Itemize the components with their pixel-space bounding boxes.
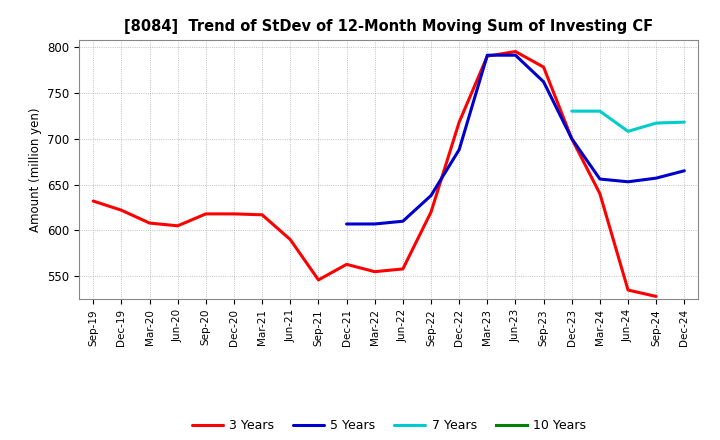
- 7 Years: [595, 109, 604, 114]
- Line: 7 Years: 7 Years: [572, 111, 684, 131]
- Line: 3 Years: 3 Years: [94, 51, 656, 297]
- 5 Years: [427, 193, 436, 198]
- 3 Years: [624, 287, 632, 293]
- Legend: 3 Years, 5 Years, 7 Years, 10 Years: 3 Years, 5 Years, 7 Years, 10 Years: [186, 414, 591, 437]
- 5 Years: [567, 136, 576, 141]
- 3 Years: [455, 120, 464, 125]
- 3 Years: [314, 277, 323, 282]
- 3 Years: [370, 269, 379, 274]
- 5 Years: [595, 176, 604, 182]
- Line: 5 Years: 5 Years: [346, 55, 684, 224]
- 3 Years: [511, 49, 520, 54]
- 3 Years: [145, 220, 154, 226]
- 5 Years: [370, 221, 379, 227]
- 3 Years: [286, 237, 294, 242]
- 3 Years: [174, 223, 182, 228]
- 3 Years: [427, 209, 436, 215]
- 3 Years: [342, 262, 351, 267]
- 3 Years: [117, 208, 126, 213]
- 3 Years: [567, 136, 576, 141]
- 5 Years: [399, 219, 408, 224]
- 3 Years: [230, 211, 238, 216]
- 5 Years: [624, 179, 632, 184]
- 3 Years: [89, 198, 98, 204]
- 3 Years: [483, 54, 492, 59]
- 5 Years: [652, 176, 660, 181]
- 3 Years: [539, 65, 548, 70]
- 5 Years: [483, 52, 492, 58]
- 3 Years: [202, 211, 210, 216]
- 7 Years: [680, 120, 688, 125]
- 7 Years: [567, 109, 576, 114]
- Title: [8084]  Trend of StDev of 12-Month Moving Sum of Investing CF: [8084] Trend of StDev of 12-Month Moving…: [125, 19, 653, 34]
- 5 Years: [511, 52, 520, 58]
- 5 Years: [342, 221, 351, 227]
- 5 Years: [539, 79, 548, 84]
- 7 Years: [652, 121, 660, 126]
- Y-axis label: Amount (million yen): Amount (million yen): [29, 107, 42, 231]
- 5 Years: [455, 147, 464, 152]
- 5 Years: [680, 168, 688, 173]
- 3 Years: [258, 212, 266, 217]
- 3 Years: [399, 266, 408, 271]
- 3 Years: [652, 294, 660, 299]
- 7 Years: [624, 128, 632, 134]
- 3 Years: [595, 191, 604, 196]
